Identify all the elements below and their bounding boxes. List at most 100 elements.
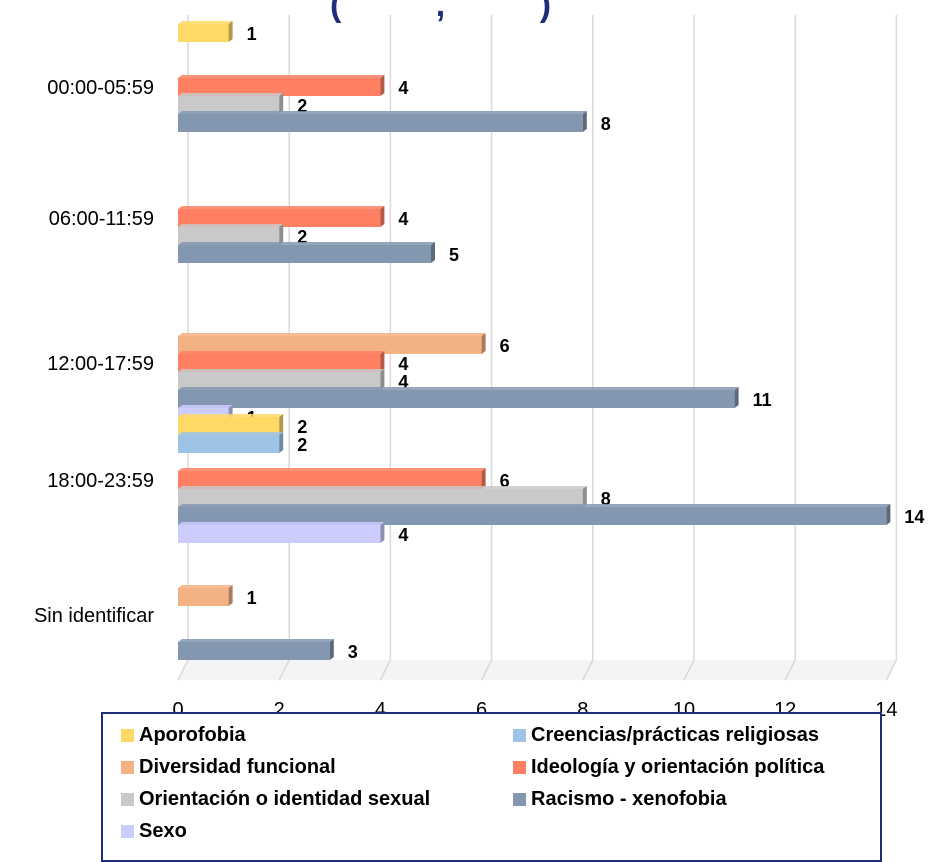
bar xyxy=(178,114,583,132)
data-label: 2 xyxy=(297,435,307,455)
data-label: 8 xyxy=(601,489,611,509)
bar xyxy=(178,642,330,660)
legend-item: Creencias/prácticas religiosas xyxy=(513,724,819,747)
legend-label: Sexo xyxy=(139,820,187,842)
bar xyxy=(178,588,229,606)
bar-top xyxy=(178,75,385,78)
data-label: 6 xyxy=(500,471,510,491)
legend-label: Aporofobia xyxy=(139,724,246,746)
bar-top xyxy=(178,468,486,471)
bar-side xyxy=(329,639,334,660)
data-label: 14 xyxy=(904,507,924,527)
data-label: 4 xyxy=(398,372,408,392)
gridline-base xyxy=(379,659,392,681)
bar-top xyxy=(178,333,486,336)
legend-label: Ideología y orientación política xyxy=(531,756,825,778)
bar-side xyxy=(380,369,385,390)
y-category-label: 00:00-05:59 xyxy=(47,77,154,99)
bar xyxy=(178,336,482,354)
bar-top xyxy=(178,432,284,435)
bar xyxy=(178,96,280,114)
data-label: 2 xyxy=(297,96,307,116)
bar xyxy=(178,78,381,96)
bar-top xyxy=(178,242,435,245)
bar-top xyxy=(178,111,587,114)
bar-top xyxy=(178,351,385,354)
bar-side xyxy=(481,333,486,354)
data-label: 5 xyxy=(449,245,459,265)
bar xyxy=(178,354,381,372)
bar-top xyxy=(178,21,233,24)
bar-top xyxy=(178,206,385,209)
data-label: 4 xyxy=(398,525,408,545)
bar xyxy=(178,507,887,525)
bar-side xyxy=(228,21,233,42)
legend-label: Orientación o identidad sexual xyxy=(139,788,431,810)
x-tick-label: 8 xyxy=(577,699,588,721)
x-tick-label: 4 xyxy=(375,699,386,721)
bar-side xyxy=(279,93,284,114)
bar-top xyxy=(178,414,284,417)
bar-side xyxy=(279,414,284,435)
bar xyxy=(178,489,583,507)
bar-top xyxy=(178,387,739,390)
chart-title-fragment: ( , ) xyxy=(330,0,552,24)
legend-item: Sexo xyxy=(121,820,187,843)
bar-side xyxy=(734,387,739,408)
data-label: 4 xyxy=(398,78,408,98)
bar-top xyxy=(178,522,385,525)
gridline-base xyxy=(177,659,189,681)
gridline-base xyxy=(582,659,594,681)
data-label: 6 xyxy=(500,336,510,356)
legend-swatch xyxy=(513,761,526,774)
legend-item: Ideología y orientación política xyxy=(513,756,824,779)
bar xyxy=(178,245,431,263)
x-tick-label: 0 xyxy=(172,699,183,721)
legend-swatch xyxy=(121,793,134,806)
legend-swatch xyxy=(121,761,134,774)
y-category-label: 18:00-23:59 xyxy=(47,470,154,492)
data-label: 4 xyxy=(398,354,408,374)
bar-side xyxy=(279,224,284,245)
bar-top xyxy=(178,369,385,372)
gridline-base xyxy=(683,659,695,681)
bar-top xyxy=(178,639,334,642)
data-label: 4 xyxy=(398,209,408,229)
bar xyxy=(178,209,381,227)
bar-side xyxy=(582,111,587,132)
bar-top xyxy=(178,585,233,588)
bar-side xyxy=(886,504,891,525)
y-category-label: Sin identificar xyxy=(34,605,154,627)
legend-swatch xyxy=(121,729,134,742)
legend-label: Creencias/prácticas religiosas xyxy=(531,724,819,746)
gridline-base xyxy=(278,659,290,681)
legend-item: Diversidad funcional xyxy=(121,756,336,779)
chart-floor xyxy=(178,660,897,680)
legend-item: Racismo - xenofobia xyxy=(513,788,727,811)
bar-side xyxy=(380,206,385,227)
chart-legend: Aporofobia Creencias/prácticas religiosas… xyxy=(101,712,882,862)
legend-swatch xyxy=(513,793,526,806)
bar-top xyxy=(178,504,891,507)
legend-label: Racismo - xenofobia xyxy=(531,788,727,810)
bar xyxy=(178,435,280,453)
legend-swatch xyxy=(121,825,134,838)
bar-side xyxy=(431,242,435,263)
bar-top xyxy=(178,405,233,408)
legend-label: Diversidad funcional xyxy=(139,756,336,778)
legend-item: Aporofobia xyxy=(121,724,246,747)
gridline-base xyxy=(784,659,796,681)
bar-side xyxy=(279,432,284,453)
bar-side xyxy=(228,585,233,606)
bar-side xyxy=(380,351,385,372)
data-label: 1 xyxy=(247,588,257,608)
bar xyxy=(178,417,280,435)
data-label: 2 xyxy=(297,227,307,247)
data-label: 3 xyxy=(348,642,358,662)
y-category-label: 06:00-11:59 xyxy=(49,208,154,230)
x-tick-label: 6 xyxy=(476,699,487,721)
legend-swatch xyxy=(513,729,526,742)
bar xyxy=(178,390,735,408)
data-label: 1 xyxy=(247,24,257,44)
